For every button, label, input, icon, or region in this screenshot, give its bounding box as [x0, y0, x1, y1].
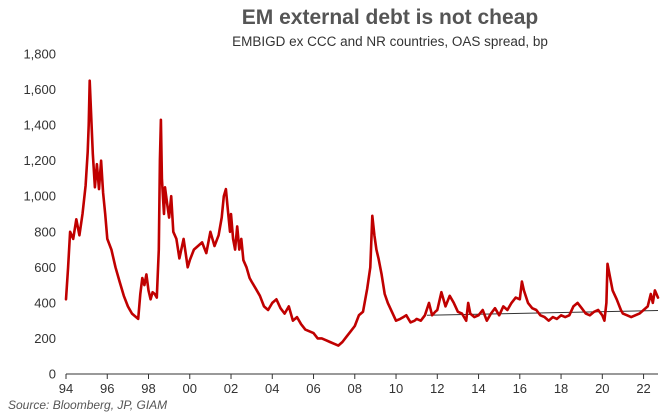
y-tick-label: 1,200 [23, 153, 56, 168]
y-tick-label: 400 [34, 295, 56, 310]
x-tick-label: 94 [59, 381, 73, 396]
chart-title: EM external debt is not cheap [241, 6, 539, 29]
x-tick-label: 06 [306, 381, 320, 396]
x-tick-label: 10 [389, 381, 403, 396]
x-tick-label: 22 [636, 381, 650, 396]
series-line [64, 79, 660, 347]
x-tick-label: 14 [471, 381, 485, 396]
x-tick-label: 98 [141, 381, 155, 396]
y-tick-label: 1,600 [23, 82, 56, 97]
x-tick-label: 08 [348, 381, 362, 396]
y-tick-label: 200 [34, 331, 56, 346]
x-tick-label: 02 [224, 381, 238, 396]
x-tick-label: 18 [554, 381, 568, 396]
y-tick-label: 1,400 [23, 118, 56, 133]
x-tick-label: 12 [430, 381, 444, 396]
y-tick-label: 1,800 [23, 47, 56, 62]
y-tick-label: 0 [49, 367, 56, 382]
y-tick-label: 1,000 [23, 189, 56, 204]
y-tick-label: 600 [34, 260, 56, 275]
chart-subtitle: EMBIGD ex CCC and NR countries, OAS spre… [232, 34, 548, 49]
x-tick-label: 00 [183, 381, 197, 396]
x-tick-label: 04 [265, 381, 279, 396]
x-tick-label: 96 [100, 381, 114, 396]
y-tick-label: 800 [34, 224, 56, 239]
reference-line [426, 310, 659, 316]
source-note: Source: Bloomberg, JP, GIAM [8, 398, 168, 412]
x-tick-label: 20 [595, 381, 609, 396]
x-tick-label: 16 [513, 381, 527, 396]
